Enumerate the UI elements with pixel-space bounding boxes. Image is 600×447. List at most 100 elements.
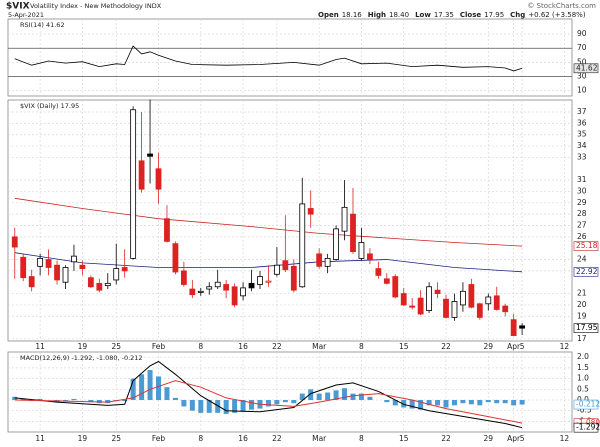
x-tick-label: 8: [198, 434, 203, 443]
date: 5-Apr-2021: [8, 11, 44, 19]
x-tick-label: 25: [111, 434, 121, 443]
candle-body: [350, 213, 356, 252]
histogram-bar: [494, 400, 500, 404]
y-tick-label: 19: [577, 311, 587, 320]
x-tick-label: 12: [560, 342, 570, 351]
histogram-bar: [367, 396, 373, 401]
x-tick-label: 22: [272, 434, 282, 443]
candle-body: [20, 256, 27, 279]
candle-body: [290, 265, 297, 291]
panel-frame: [7, 351, 573, 433]
x-tick-label: 5: [520, 342, 525, 351]
histogram-bar: [443, 400, 449, 408]
candle-body: [197, 290, 204, 293]
histogram-bar: [206, 400, 212, 413]
y-tick-label: 29: [577, 198, 587, 207]
y-tick-label: 31: [577, 175, 587, 184]
candle-body: [164, 218, 170, 242]
x-tick-label: 25: [111, 342, 121, 351]
y-tick-label: 34: [577, 141, 587, 150]
histogram-bar: [418, 400, 424, 410]
candle-body: [104, 282, 111, 287]
candle-body: [28, 276, 35, 288]
candle-body: [45, 259, 52, 268]
candle-body: [155, 168, 162, 190]
histogram-bar: [249, 400, 255, 410]
histogram-bar: [88, 400, 94, 403]
end-label: 22.92: [576, 267, 598, 276]
y-tick-label: 30: [577, 186, 587, 195]
candle-body: [87, 277, 94, 288]
candle-body: [265, 280, 272, 283]
quote-value: +0.62 (+3.58%): [528, 11, 586, 19]
histogram-bar: [20, 398, 26, 401]
histogram-bar: [502, 400, 508, 404]
end-label: 17.95: [576, 323, 598, 332]
candle-body: [248, 282, 255, 289]
candle-body: [96, 282, 103, 291]
quote-value: 18.40: [389, 11, 409, 19]
x-tick-label: Feb: [152, 434, 166, 443]
x-tick-label: Mar: [312, 342, 327, 351]
candle-body: [426, 286, 432, 311]
candle-body: [400, 293, 407, 306]
histogram-bar: [223, 400, 229, 414]
end-label: -1.080: [576, 418, 600, 427]
histogram-bar: [122, 400, 128, 402]
candle-body: [206, 286, 213, 290]
histogram-bar: [130, 378, 136, 401]
candle-body: [324, 257, 331, 267]
quote-value: 17.95: [484, 11, 504, 19]
candle-body: [502, 305, 509, 313]
x-tick-label: 22: [441, 434, 451, 443]
security-name: Volatility Index - New Methodology INDX: [30, 2, 162, 10]
y-tick-label: 2.0: [577, 352, 589, 361]
candle-body: [358, 242, 365, 259]
x-tick-label: 8: [359, 434, 364, 443]
candle-body: [180, 270, 187, 285]
y-tick-label: 33: [577, 152, 587, 161]
y-tick-label: 36: [577, 118, 587, 127]
x-tick-label: Feb: [152, 342, 166, 351]
candle-body: [316, 253, 323, 267]
histogram-bar: [189, 400, 195, 411]
histogram-bar: [468, 400, 474, 405]
y-tick-label: 28: [577, 209, 587, 218]
x-tick-label: Apr: [507, 342, 521, 351]
y-tick-label: 30: [577, 72, 587, 81]
end-label-box: [573, 241, 599, 251]
histogram-bar: [325, 392, 331, 401]
candle-body: [409, 305, 416, 308]
x-tick-label: 29: [484, 342, 494, 351]
histogram-bar: [350, 393, 356, 401]
histogram-bar: [426, 400, 432, 406]
histogram-bar: [460, 400, 466, 404]
y-tick-label: 1.0: [577, 374, 589, 383]
x-tick-label: 11: [35, 342, 45, 351]
candle-body: [367, 253, 373, 260]
candle-body: [223, 284, 230, 291]
y-tick-label: 0.5: [577, 384, 589, 393]
candle-body: [257, 276, 263, 285]
histogram-bar: [181, 400, 187, 407]
y-tick-label: 27: [577, 220, 587, 229]
candle-body: [468, 284, 475, 308]
y-tick-label: 0.0: [577, 395, 589, 404]
histogram-bar: [240, 400, 246, 412]
symbol: $VIX: [6, 2, 30, 12]
candle-body: [138, 160, 145, 190]
histogram-bar: [147, 370, 153, 401]
x-tick-label: Mar: [312, 434, 327, 443]
candle-body: [121, 267, 128, 272]
quote-value: 18.16: [342, 11, 363, 19]
candle-body: [113, 268, 120, 281]
candle-body: [37, 257, 44, 267]
quote-label: Low: [415, 11, 431, 19]
end-label: 25.18: [576, 241, 598, 250]
histogram-bar: [172, 397, 178, 401]
panel-frame: [7, 18, 573, 97]
candle-body: [214, 281, 221, 288]
x-tick-label: 19: [78, 342, 88, 351]
x-tick-label: 8: [198, 342, 203, 351]
candle-body: [71, 255, 77, 263]
